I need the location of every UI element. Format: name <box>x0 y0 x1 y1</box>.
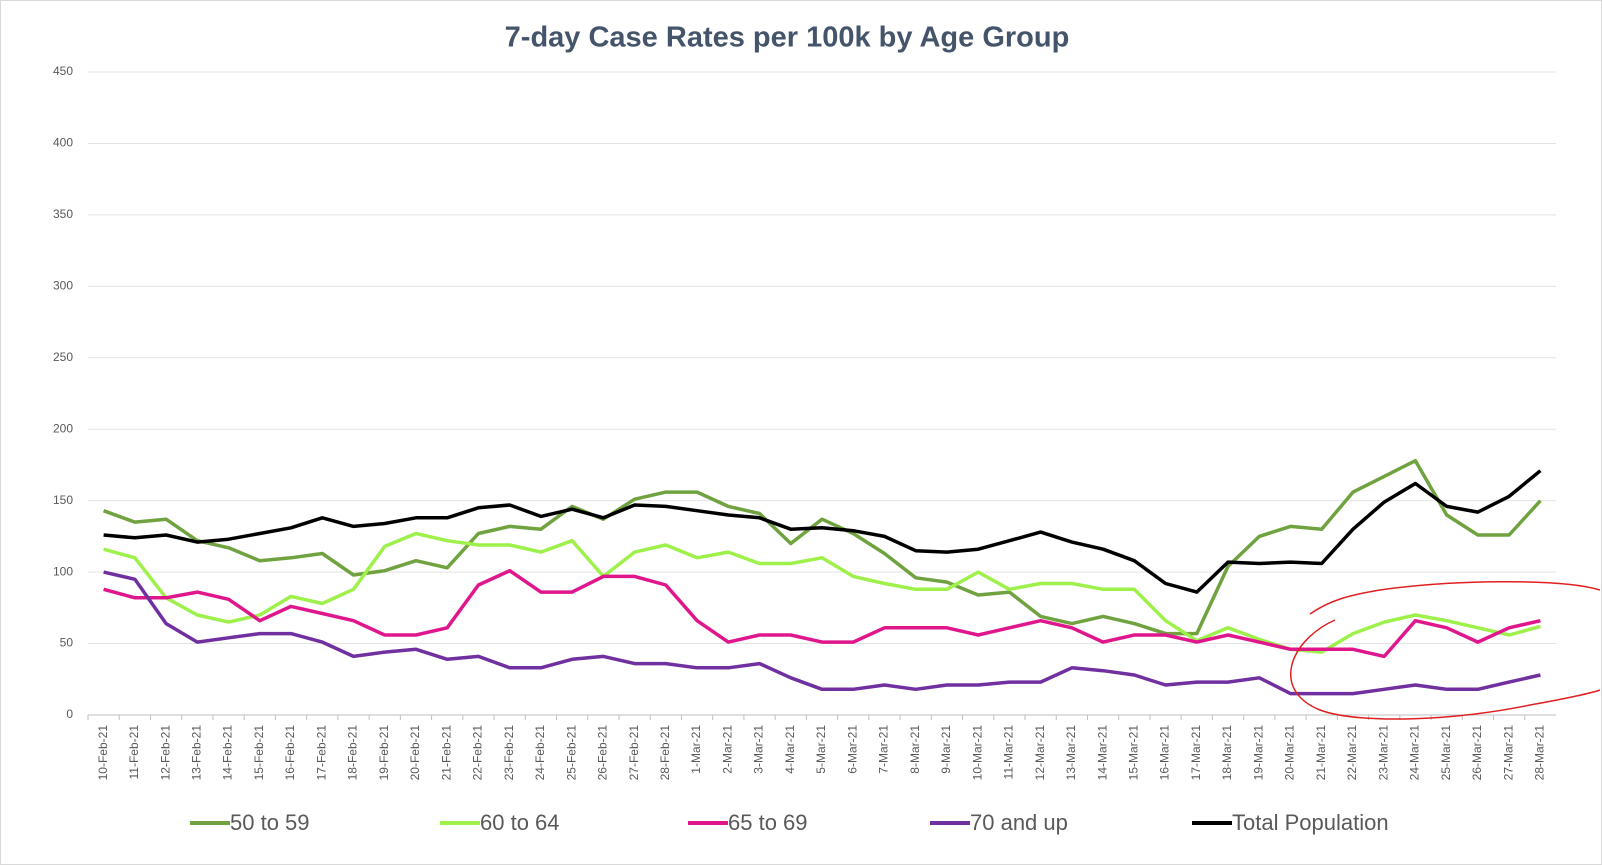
x-tick-label: 10-Mar-21 <box>970 725 984 781</box>
series-line <box>103 469 1542 594</box>
x-tick-label: 18-Mar-21 <box>1220 725 1234 781</box>
x-tick-label: 19-Feb-21 <box>377 725 391 781</box>
x-tick-label: 13-Feb-21 <box>189 725 203 781</box>
series-line <box>103 570 1541 696</box>
x-tick-label: 16-Mar-21 <box>1158 725 1172 781</box>
x-tick-label: 10-Feb-21 <box>96 725 110 781</box>
annotation-circle <box>1290 580 1601 720</box>
x-tick-label: 28-Feb-21 <box>658 725 672 781</box>
x-tick-label: 23-Mar-21 <box>1376 725 1390 781</box>
x-tick-label: 14-Feb-21 <box>221 725 235 781</box>
x-tick-label: 27-Feb-21 <box>627 725 641 781</box>
x-tick-label: 4-Mar-21 <box>783 725 797 774</box>
x-tick-label: 24-Feb-21 <box>533 725 547 781</box>
y-tick-label: 200 <box>53 421 73 435</box>
x-tick-label: 23-Feb-21 <box>502 725 516 781</box>
x-tick-label: 16-Feb-21 <box>283 725 297 781</box>
legend-label: Total Population <box>1232 810 1389 835</box>
x-tick-label: 27-Mar-21 <box>1501 725 1515 781</box>
x-tick-label: 12-Mar-21 <box>1033 725 1047 781</box>
x-tick-label: 22-Feb-21 <box>471 725 485 781</box>
x-tick-label: 3-Mar-21 <box>752 725 766 774</box>
x-tick-label: 9-Mar-21 <box>939 725 953 774</box>
x-tick-label: 22-Mar-21 <box>1345 725 1359 781</box>
x-tick-label: 1-Mar-21 <box>689 725 703 774</box>
x-tick-label: 25-Feb-21 <box>564 725 578 781</box>
x-tick-label: 8-Mar-21 <box>908 725 922 774</box>
x-tick-label: 28-Mar-21 <box>1533 725 1547 781</box>
x-tick-label: 14-Mar-21 <box>1095 725 1109 781</box>
x-tick-label: 7-Mar-21 <box>877 725 891 774</box>
x-tick-label: 15-Feb-21 <box>252 725 266 781</box>
x-tick-label: 13-Mar-21 <box>1064 725 1078 781</box>
x-tick-label: 18-Feb-21 <box>346 725 360 781</box>
x-tick-label: 2-Mar-21 <box>720 725 734 774</box>
legend-label: 60 to 64 <box>480 810 560 835</box>
series-line <box>103 458 1542 636</box>
x-tick-label: 21-Feb-21 <box>439 725 453 781</box>
legend: 50 to 59 60 to 64 65 to 69 70 and up Total P… <box>190 810 1389 835</box>
x-tick-label: 5-Mar-21 <box>814 725 828 774</box>
x-tick-label: 12-Feb-21 <box>158 725 172 781</box>
x-tick-label: 11-Mar-21 <box>1002 725 1016 780</box>
grid: 0 50 100 150 200 250 300 350 400 450 10-Feb-21 11-F… <box>53 64 1556 780</box>
x-tick-label: 19-Mar-21 <box>1251 725 1265 781</box>
legend-label: 50 to 59 <box>230 810 310 835</box>
x-tick-label: 26-Feb-21 <box>596 725 610 781</box>
x-tick-label: 26-Mar-21 <box>1470 725 1484 781</box>
x-tick-label: 6-Mar-21 <box>845 725 859 774</box>
y-tick-label: 350 <box>53 207 73 221</box>
x-tick-label: 17-Mar-21 <box>1189 725 1203 781</box>
lines <box>103 458 1542 696</box>
y-tick-label: 300 <box>53 279 73 293</box>
x-tick-label: 15-Mar-21 <box>1127 725 1141 781</box>
y-tick-label: 50 <box>60 636 74 650</box>
y-tick-label: 0 <box>66 707 73 721</box>
x-tick-label: 20-Mar-21 <box>1283 725 1297 781</box>
x-tick-label: 21-Mar-21 <box>1314 725 1328 781</box>
x-tick-label: 20-Feb-21 <box>408 725 422 781</box>
legend-label: 65 to 69 <box>728 810 808 835</box>
series-line <box>103 568 1541 659</box>
chart-title: 7-day Case Rates per 100k by Age Group <box>505 22 1070 54</box>
x-tick-label: 24-Mar-21 <box>1408 725 1422 781</box>
legend-label: 70 and up <box>970 810 1068 835</box>
y-tick-label: 400 <box>53 136 73 150</box>
y-tick-label: 100 <box>53 564 73 578</box>
y-tick-label: 150 <box>53 493 73 507</box>
y-tick-label: 250 <box>53 350 73 364</box>
x-tick-label: 11-Feb-21 <box>127 725 141 780</box>
y-tick-label: 450 <box>53 64 73 78</box>
x-tick-label: 17-Feb-21 <box>314 725 328 781</box>
x-tick-label: 25-Mar-21 <box>1439 725 1453 781</box>
